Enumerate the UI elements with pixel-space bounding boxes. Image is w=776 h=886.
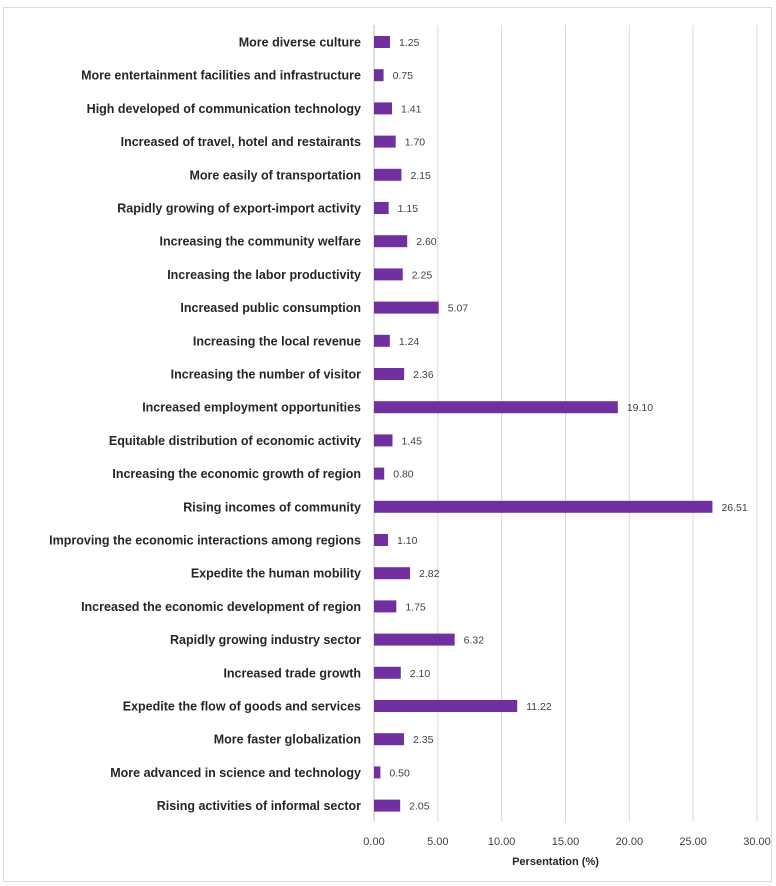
category-label: Increasing the labor productivity	[167, 268, 361, 282]
category-label: Increasing the economic growth of region	[112, 467, 361, 481]
bar	[374, 733, 405, 746]
category-label: Increased the economic development of re…	[81, 600, 361, 614]
bar	[374, 534, 389, 546]
value-label: 2.10	[410, 668, 431, 680]
value-label: 2.25	[412, 269, 433, 281]
category-label: Expedite the flow of goods and services	[123, 700, 361, 714]
bar	[374, 168, 402, 181]
grid-lines	[373, 25, 758, 822]
x-tick-label: 30.00	[743, 836, 771, 848]
bars	[374, 36, 713, 812]
value-label: 1.45	[402, 435, 423, 447]
bar	[374, 368, 405, 380]
bar	[374, 500, 713, 513]
category-label: Rapidly growing of export-import activit…	[117, 202, 361, 216]
bar	[374, 799, 401, 812]
category-label: More diverse culture	[239, 36, 361, 50]
x-tick-label: 20.00	[616, 836, 644, 848]
value-label: 1.70	[405, 137, 426, 149]
category-label: Increased trade growth	[223, 666, 361, 680]
bar	[374, 633, 455, 646]
x-tick-label: 0.00	[363, 836, 384, 848]
bar	[374, 467, 385, 480]
bar	[374, 434, 393, 447]
category-label: Improving the economic interactions amon…	[49, 534, 361, 548]
category-label: Increasing the number of visitor	[171, 368, 361, 382]
bar	[374, 666, 401, 679]
category-label: Rising activities of informal sector	[157, 799, 361, 813]
category-label: More entertainment facilities and infras…	[81, 69, 361, 83]
value-label: 0.80	[393, 469, 414, 481]
category-label: Increased employment opportunities	[142, 401, 361, 415]
value-labels: 1.25 0.75 1.41 1.70 2.15 1.15 2.60 2.25 5.07 1.24…	[389, 37, 747, 813]
category-label: More faster globalization	[214, 733, 361, 747]
bar	[374, 766, 381, 779]
value-label: 1.75	[405, 601, 426, 613]
category-label: Rising incomes of community	[183, 500, 361, 514]
value-label: 19.10	[627, 402, 653, 414]
value-label: 2.15	[410, 170, 431, 182]
category-label: Expedite the human mobility	[191, 567, 361, 581]
category-label: More easily of transportation	[189, 168, 361, 182]
value-label: 5.07	[448, 303, 469, 315]
x-axis-title: Persentation (%)	[512, 856, 599, 868]
value-label: 2.60	[416, 236, 437, 248]
category-label: High developed of communication technolo…	[87, 102, 361, 116]
bar	[374, 36, 390, 48]
bar	[374, 69, 384, 82]
value-label: 1.41	[401, 103, 422, 115]
value-label: 1.15	[398, 203, 419, 215]
value-label: 0.75	[393, 70, 414, 82]
bar	[374, 235, 408, 248]
category-label: More advanced in science and technology	[110, 766, 361, 780]
value-label: 1.25	[399, 37, 420, 49]
x-tick-label: 10.00	[488, 836, 516, 848]
value-label: 0.50	[389, 767, 410, 779]
bar	[374, 401, 618, 414]
value-label: 6.32	[464, 635, 485, 647]
value-label: 1.24	[399, 336, 420, 348]
value-label: 11.22	[526, 701, 552, 713]
value-label: 26.51	[721, 502, 747, 514]
x-tick-label: 25.00	[679, 836, 707, 848]
category-label: Rapidly growing industry sector	[170, 633, 361, 647]
bar	[374, 268, 403, 281]
x-tick-label: 15.00	[552, 836, 580, 848]
value-label: 2.82	[419, 568, 440, 580]
value-label: 2.36	[413, 369, 434, 381]
bar	[374, 334, 390, 347]
category-labels: More diverse culture More entertainment f…	[49, 36, 361, 814]
category-label: Increased public consumption	[180, 301, 361, 315]
category-label: Increasing the local revenue	[193, 334, 361, 348]
value-label: 1.10	[397, 535, 418, 547]
bar	[374, 301, 439, 314]
category-label: Increasing the community welfare	[160, 235, 361, 249]
bar	[374, 700, 518, 712]
bar	[374, 135, 396, 148]
bar	[374, 102, 393, 115]
value-label: 2.05	[409, 801, 430, 813]
bar	[374, 600, 397, 613]
category-label: Equitable distribution of economic activ…	[109, 434, 361, 448]
x-tick-label: 5.00	[427, 836, 448, 848]
category-label: Increased of travel, hotel and restairan…	[121, 135, 361, 149]
bar	[374, 567, 411, 580]
value-label: 2.35	[413, 734, 434, 746]
x-tick-labels: 0.00 5.00 10.00 15.00 20.00 25.00 30.00	[363, 836, 770, 848]
bar	[374, 202, 389, 214]
